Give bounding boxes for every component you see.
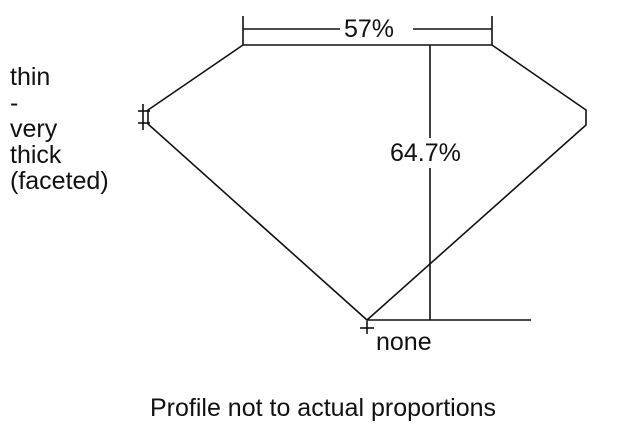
girdle-label-line: (faceted) — [10, 167, 109, 195]
table-percentage: 57% — [344, 15, 395, 43]
girdle-label-line: very — [10, 115, 58, 143]
girdle-label: thin - very thick (faceted) — [10, 64, 109, 194]
culet-label: none — [376, 328, 432, 356]
girdle-label-line: thin — [10, 63, 51, 91]
girdle-label-line: - — [10, 89, 19, 117]
girdle-label-line: thick — [10, 141, 62, 169]
gem-outline — [147, 44, 587, 322]
caption: Profile not to actual proportions — [150, 394, 497, 422]
depth-percentage: 64.7% — [390, 139, 461, 167]
